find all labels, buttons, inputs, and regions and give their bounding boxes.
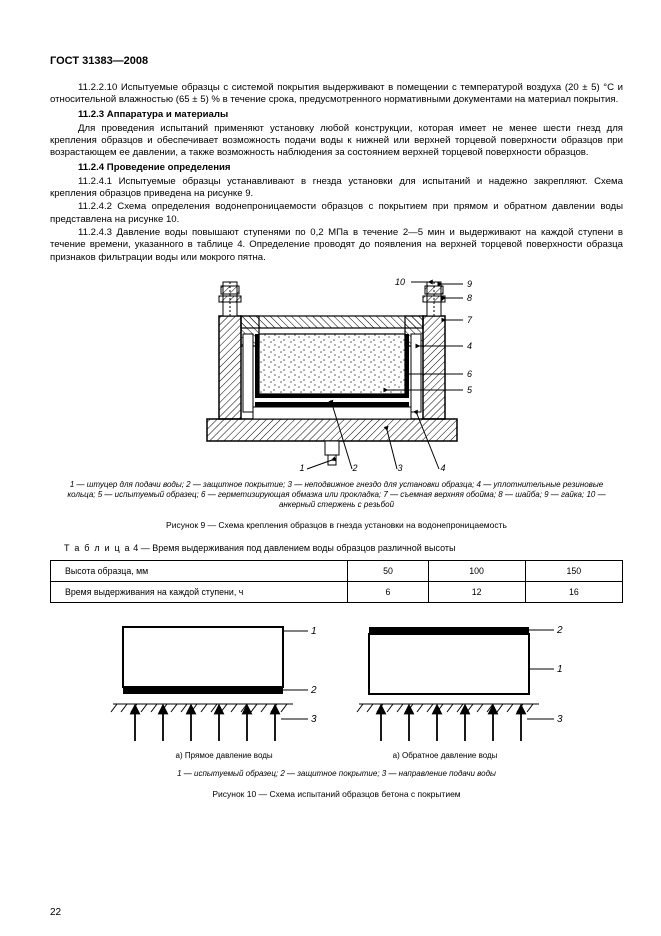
paragraph-11-2-4-3: 11.2.4.3 Давление воды повышают ступеням… (50, 227, 623, 264)
figure-10-sub-a: а) Прямое давление воды (176, 751, 273, 761)
table-word: Т а б л и ц а (64, 543, 131, 553)
fig10b-label-1: 1 (557, 664, 563, 675)
heading-11-2-4: 11.2.4 Проведение определения (50, 162, 623, 174)
table-cell: 50 (348, 561, 428, 582)
paragraph-11-2-4-2: 11.2.4.2 Схема определения водонепроница… (50, 201, 623, 226)
figure-9-caption: Рисунок 9 — Схема крепления образцов в г… (50, 520, 623, 531)
table-rest: 4 — Время выдерживания под давлением вод… (131, 543, 456, 553)
fig9-callout-4b: 4 (467, 341, 472, 351)
fig9-callout-9: 9 (467, 279, 472, 289)
fig10a-label-2: 2 (310, 685, 317, 696)
fig10a-label-3: 3 (311, 714, 317, 725)
figure-10-legend: 1 — испытуемый образец; 2 — защитное пок… (56, 769, 617, 779)
table-cell: 16 (525, 582, 622, 603)
paragraph-11-2-4-1: 11.2.4.1 Испытуемые образцы устанавливаю… (50, 176, 623, 201)
figure-10-sub-b: а) Обратное давление воды (393, 751, 498, 761)
table-cell: Высота образца, мм (51, 561, 348, 582)
table-4-caption: Т а б л и ц а 4 — Время выдерживания под… (64, 543, 623, 555)
paragraph-apparatus: Для проведения испытаний применяют устан… (50, 123, 623, 160)
table-cell: 6 (348, 582, 428, 603)
table-cell: Время выдерживания на каждой ступени, ч (51, 582, 348, 603)
page-number: 22 (50, 907, 61, 920)
table-4: Высота образца, мм 50 100 150 Время выде… (50, 560, 623, 603)
fig9-callout-1: 1 (299, 463, 304, 472)
fig9-callout-10: 10 (395, 277, 405, 287)
table-cell: 12 (428, 582, 525, 603)
figure-10-panel-b: 2 1 3 (349, 619, 571, 747)
page: ГОСТ 31383—2008 11.2.2.10 Испытуемые обр… (0, 0, 661, 936)
fig9-callout-6: 6 (467, 369, 472, 379)
fig9-callout-2: 2 (351, 463, 357, 472)
gost-header: ГОСТ 31383—2008 (50, 54, 623, 68)
fig9-callout-8: 8 (467, 293, 472, 303)
fig9-callout-4a: 4 (440, 463, 445, 472)
figure-10-diagram: 1 2 3 (50, 619, 623, 747)
figure-10-caption: Рисунок 10 — Схема испытаний образцов бе… (50, 789, 623, 800)
fig9-callout-7: 7 (467, 315, 473, 325)
figure-10-panel-a: 1 2 3 (103, 619, 325, 747)
figure-9-legend: 1 — штуцер для подачи воды; 2 — защитное… (56, 480, 617, 510)
fig10b-label-3: 3 (557, 714, 563, 725)
paragraph-11-2-2-10: 11.2.2.10 Испытуемые образцы с системой … (50, 82, 623, 107)
table-cell: 150 (525, 561, 622, 582)
table-cell: 100 (428, 561, 525, 582)
fig9-callout-3: 3 (397, 463, 402, 472)
heading-11-2-3: 11.2.3 Аппаратура и материалы (50, 109, 623, 121)
figure-10-sub-captions: а) Прямое давление воды а) Обратное давл… (50, 751, 623, 761)
table-row: Высота образца, мм 50 100 150 (51, 561, 623, 582)
fig10a-label-1: 1 (311, 626, 317, 637)
figure-9-diagram: 9 8 7 4 6 5 10 1 2 3 4 (157, 274, 517, 472)
fig9-callout-5: 5 (467, 385, 473, 395)
fig10b-label-2: 2 (556, 625, 563, 636)
table-row: Время выдерживания на каждой ступени, ч … (51, 582, 623, 603)
